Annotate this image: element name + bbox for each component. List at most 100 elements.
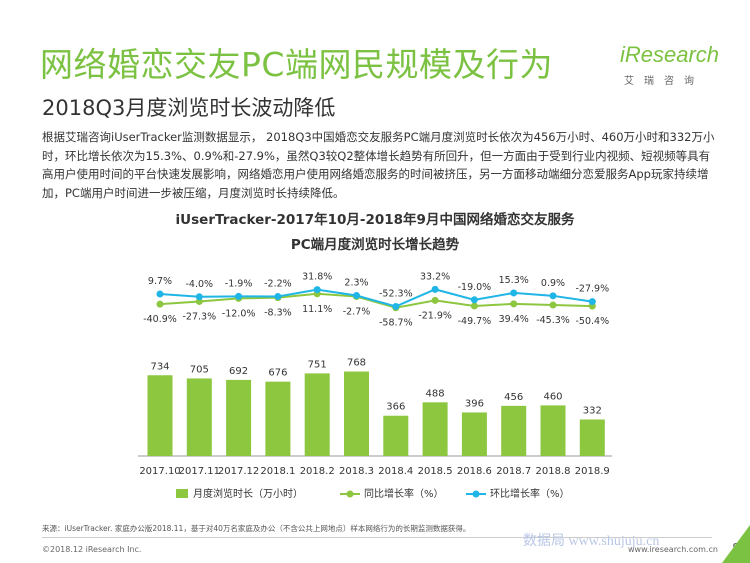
footer-source: 来源：iUserTracker. 家庭办公版2018.11，基于对40万名家庭及… — [42, 524, 471, 533]
yoy-data-label: -45.3% — [536, 315, 570, 326]
yoy-point — [470, 302, 478, 310]
x-tick-label: 2018.5 — [418, 466, 453, 477]
mom-data-label: -4.0% — [186, 279, 214, 290]
legend-bar-label: 月度浏览时长（万小时） — [193, 487, 303, 500]
bar-2018.5 — [422, 402, 448, 456]
mom-point — [470, 296, 478, 304]
description-text: 根据艾瑞咨询iUserTracker监测数据显示， 2018Q3中国婚恋交友服务… — [42, 130, 715, 200]
yoy-data-label: -40.9% — [143, 314, 177, 325]
x-tick-label: 2018.1 — [260, 466, 295, 477]
yoy-data-label: 11.1% — [302, 304, 332, 315]
mom-point — [274, 292, 282, 300]
legend-yoy-marker — [346, 490, 354, 498]
watermark: 数据局 www.shujuju.cn — [523, 534, 660, 549]
bar-value-label: 734 — [150, 361, 169, 372]
yoy-data-label: -58.7% — [379, 318, 413, 329]
mom-data-label: -2.2% — [264, 278, 292, 289]
yoy-point — [431, 296, 439, 304]
bar-value-label: 456 — [504, 392, 523, 403]
mom-point — [510, 289, 518, 297]
x-tick-label: 2017.10 — [139, 466, 180, 477]
x-tick-label: 2017.11 — [179, 466, 220, 477]
mom-point — [549, 292, 557, 300]
bar-2018.9 — [579, 419, 605, 456]
x-tick-label: 2018.6 — [457, 466, 492, 477]
legend-bar-swatch — [176, 489, 188, 498]
x-tick-label: 2018.7 — [496, 466, 531, 477]
x-tick-label: 2018.8 — [536, 466, 571, 477]
yoy-point — [549, 301, 557, 309]
mom-point — [235, 292, 243, 300]
bar-value-label: 768 — [347, 358, 366, 369]
mom-data-label: -27.9% — [575, 284, 609, 295]
corner-accent — [722, 525, 750, 563]
mom-data-label: 2.3% — [344, 278, 368, 289]
bar-2018.4 — [383, 415, 409, 456]
x-tick-label: 2017.12 — [218, 466, 259, 477]
bar-2017.10 — [147, 375, 173, 456]
mom-data-label: 33.2% — [420, 271, 450, 282]
chart-svg: 734 2017.10 705 2017.11 692 2017.12 676 2018.1 7… — [138, 271, 612, 500]
legend-mom-label: 环比增长率（%） — [490, 487, 570, 500]
bar-2018.6 — [461, 412, 487, 456]
footer-divider — [42, 537, 712, 538]
legend-mom-marker — [472, 490, 480, 498]
yoy-data-label: -8.3% — [264, 308, 292, 319]
x-tick-label: 2018.9 — [575, 466, 610, 477]
yoy-data-label: -2.7% — [343, 307, 371, 318]
mom-point — [195, 293, 203, 301]
yoy-data-label: -50.4% — [575, 316, 609, 327]
mom-data-label: -19.0% — [458, 282, 492, 293]
bar-2017.11 — [186, 378, 212, 456]
bar-2018.8 — [540, 405, 566, 456]
mom-line — [159, 288, 593, 308]
logo-brand: iResearch — [620, 42, 720, 67]
footer-site: www.iresearch.com.cn — [628, 545, 718, 554]
bar-2018.3 — [344, 371, 369, 456]
mom-point — [588, 298, 596, 306]
mom-point — [313, 286, 321, 294]
iresearch-logo: iResearch 艾瑞咨询 — [620, 42, 720, 88]
logo-cn: 艾瑞咨询 — [624, 76, 704, 87]
mom-data-label: 31.8% — [302, 272, 332, 283]
bar-value-label: 460 — [543, 391, 562, 402]
bar-2018.7 — [501, 405, 527, 456]
bar-value-label: 332 — [583, 405, 602, 416]
mom-point — [431, 285, 439, 293]
footer-copyright: ©2018.12 iResearch Inc. — [42, 545, 142, 554]
mom-point — [353, 292, 360, 300]
bar-2018.1 — [265, 381, 291, 456]
chart-title-line1: iUserTracker-2017年10月-2018年9月中国网络婚恋交友服务 — [175, 212, 575, 228]
x-tick-label: 2018.3 — [339, 466, 374, 477]
bar-value-label: 705 — [190, 364, 209, 375]
page-title: 网络婚恋交友PC端网民规模及行为 — [40, 45, 553, 84]
page-subtitle: 2018Q3月度浏览时长波动降低 — [42, 96, 336, 120]
mom-point — [156, 290, 164, 298]
bar-2017.12 — [226, 379, 252, 456]
bar-2018.2 — [304, 373, 330, 456]
yoy-data-label: 39.4% — [499, 314, 529, 325]
mom-data-label: 15.3% — [499, 275, 529, 286]
x-tick-label: 2018.2 — [300, 466, 335, 477]
bar-value-label: 676 — [268, 368, 287, 379]
yoy-data-label: -12.0% — [222, 308, 256, 319]
bar-value-label: 366 — [386, 402, 405, 413]
chart-title-line2: PC端月度浏览时长增长趋势 — [290, 237, 460, 253]
bar-value-label: 692 — [229, 366, 248, 377]
yoy-data-label: -49.7% — [458, 316, 492, 327]
yoy-line — [159, 292, 593, 309]
bar-value-label: 751 — [308, 359, 327, 370]
legend-yoy-label: 同比增长率（%） — [364, 487, 444, 500]
x-tick-label: 2018.4 — [378, 466, 413, 477]
yoy-point — [156, 300, 164, 308]
yoy-data-label: -21.9% — [418, 310, 452, 321]
mom-data-label: -52.3% — [379, 288, 413, 299]
yoy-data-label: -27.3% — [182, 311, 216, 322]
bar-value-label: 488 — [426, 388, 445, 399]
mom-data-label: 9.7% — [148, 276, 172, 287]
yoy-point — [510, 300, 518, 308]
mom-data-label: -1.9% — [225, 278, 253, 289]
mom-data-label: 0.9% — [541, 278, 565, 289]
mom-point — [392, 302, 400, 310]
bar-value-label: 396 — [465, 398, 484, 409]
